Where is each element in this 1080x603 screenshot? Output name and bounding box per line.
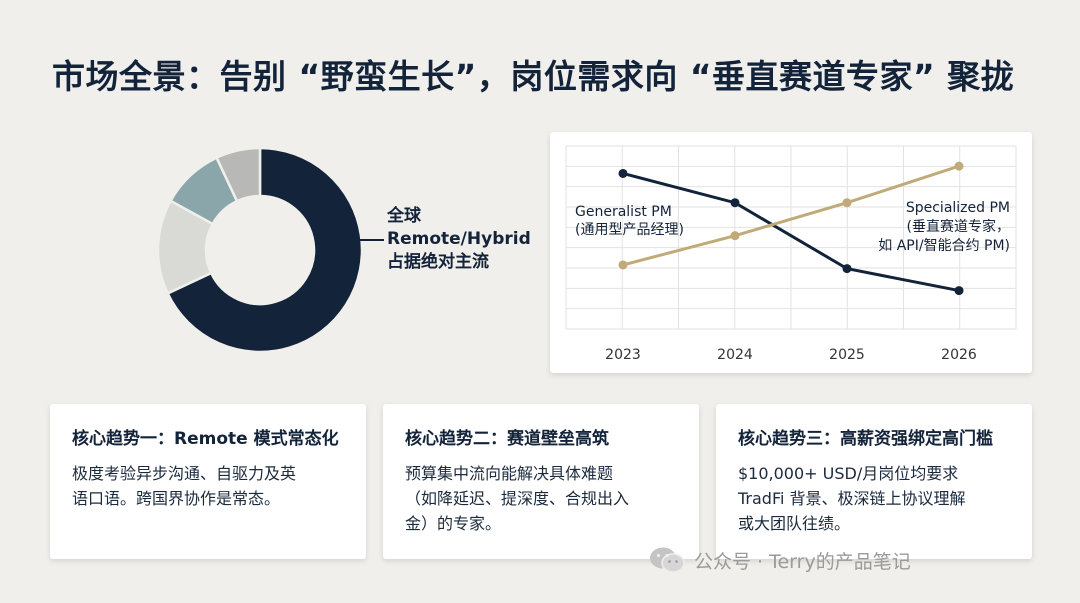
wechat-icon — [648, 545, 686, 575]
donut-leader-line — [360, 239, 384, 241]
donut-slice — [166, 146, 364, 354]
annotation-line: Specialized PM — [906, 200, 1010, 216]
annotation-line: Generalist PM — [575, 204, 672, 220]
trend-card-line: （如降延迟、提深度、合规出入 — [405, 489, 630, 508]
series-line — [622, 171, 960, 293]
data-point — [730, 231, 740, 241]
trend-card-salary: 核心趋势三：高薪资强绑定高门槛 $10,000+ USD/月岗位均要求 Trad… — [716, 404, 1032, 559]
trend-card-remote: 核心趋势一：Remote 模式常态化 极度考验异步沟通、自驱力及英 语口语。跨国… — [50, 404, 366, 559]
pm-demand-line-chart: 2023 2024 2025 2026 Generalist PM (通用型产品经理) Sp… — [565, 145, 1017, 363]
trend-card-line: 极度考验异步沟通、自驱力及英 — [72, 464, 297, 483]
donut-label-line: 全球 — [387, 206, 421, 226]
pm-demand-line-chart-card: 2023 2024 2025 2026 Generalist PM (通用型产品经理) Sp… — [550, 132, 1032, 373]
trend-card-line: $10,000+ USD/月岗位均要求 — [738, 464, 959, 483]
x-tick-label: 2024 — [717, 347, 753, 363]
data-point — [842, 198, 852, 208]
specialized-annotation: Specialized PM (垂直赛道专家， 如 API/智能合约 PM) — [878, 200, 1010, 254]
watermark-text: 公众号 · Terry的产品笔记 — [694, 550, 911, 573]
trend-cards: 核心趋势一：Remote 模式常态化 极度考验异步沟通、自驱力及英 语口语。跨国… — [50, 404, 1032, 559]
data-point — [842, 264, 852, 274]
trend-card-line: 金）的专家。 — [405, 514, 502, 533]
trend-card-barriers: 核心趋势二：赛道壁垒高筑 预算集中流向能解决具体难题 （如降延迟、提深度、合规出… — [383, 404, 699, 559]
trend-card-title: 核心趋势三：高薪资强绑定高门槛 — [738, 429, 993, 449]
series-line — [622, 164, 960, 267]
data-point — [954, 286, 964, 296]
generalist-annotation: Generalist PM (通用型产品经理) — [575, 204, 684, 238]
remote-hybrid-donut-chart — [150, 140, 370, 360]
data-point — [730, 198, 740, 208]
donut-label-line: Remote/Hybrid — [387, 229, 531, 249]
annotation-line: (通用型产品经理) — [575, 222, 684, 238]
annotation-line: 如 API/智能合约 PM) — [878, 238, 1010, 254]
x-tick-label: 2026 — [941, 347, 977, 363]
donut-label-line: 占据绝对主流 — [387, 252, 489, 272]
x-tick-label: 2025 — [829, 347, 865, 363]
data-point — [618, 168, 628, 178]
watermark: 公众号 · Terry的产品笔记 — [648, 544, 911, 576]
trend-card-title: 核心趋势一：Remote 模式常态化 — [72, 429, 339, 449]
trend-card-line: TradFi 背景、极深链上协议理解 — [738, 489, 966, 508]
data-point — [954, 161, 964, 171]
trend-card-line: 预算集中流向能解决具体难题 — [405, 464, 614, 483]
donut-slice — [214, 146, 262, 203]
trend-card-line: 或大团队往绩。 — [738, 514, 851, 533]
trend-card-title: 核心趋势二：赛道壁垒高筑 — [405, 429, 609, 449]
annotation-line: (垂直赛道专家， — [907, 218, 1010, 235]
trend-card-line: 语口语。跨国界协作是常态。 — [72, 489, 281, 508]
trend-card-body: $10,000+ USD/月岗位均要求 TradFi 背景、极深链上协议理解 或… — [738, 461, 1012, 536]
data-point — [618, 260, 628, 270]
page-title: 市场全景：告别 “野蛮生长”，岗位需求向 “垂直赛道专家” 聚拢 — [52, 57, 1015, 96]
trend-card-body: 极度考验异步沟通、自驱力及英 语口语。跨国界协作是常态。 — [72, 461, 346, 511]
donut-label: 全球 Remote/Hybrid 占据绝对主流 — [387, 205, 537, 274]
x-tick-label: 2023 — [605, 347, 641, 363]
trend-card-body: 预算集中流向能解决具体难题 （如降延迟、提深度、合规出入 金）的专家。 — [405, 461, 679, 536]
